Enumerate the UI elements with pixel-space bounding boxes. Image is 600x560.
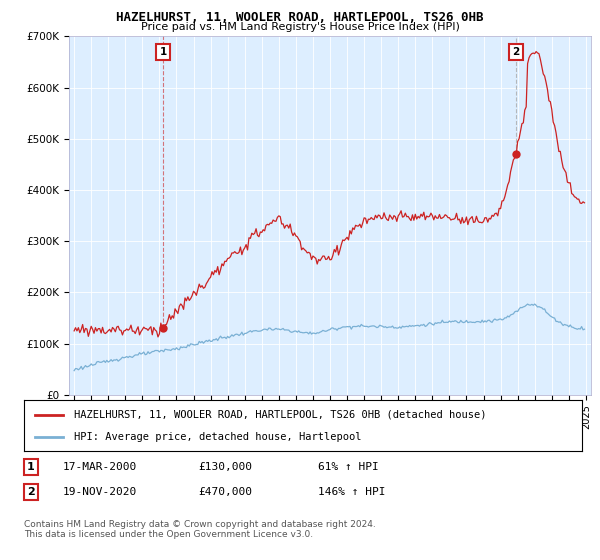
Text: Contains HM Land Registry data © Crown copyright and database right 2024.
This d: Contains HM Land Registry data © Crown c… bbox=[24, 520, 376, 539]
Text: 61% ↑ HPI: 61% ↑ HPI bbox=[318, 462, 379, 472]
Text: 146% ↑ HPI: 146% ↑ HPI bbox=[318, 487, 386, 497]
Text: HAZELHURST, 11, WOOLER ROAD, HARTLEPOOL, TS26 0HB (detached house): HAZELHURST, 11, WOOLER ROAD, HARTLEPOOL,… bbox=[74, 409, 487, 419]
Text: HPI: Average price, detached house, Hartlepool: HPI: Average price, detached house, Hart… bbox=[74, 432, 362, 442]
Text: 2: 2 bbox=[512, 47, 520, 57]
Text: £470,000: £470,000 bbox=[198, 487, 252, 497]
Text: HAZELHURST, 11, WOOLER ROAD, HARTLEPOOL, TS26 0HB: HAZELHURST, 11, WOOLER ROAD, HARTLEPOOL,… bbox=[116, 11, 484, 24]
Text: £130,000: £130,000 bbox=[198, 462, 252, 472]
Text: 19-NOV-2020: 19-NOV-2020 bbox=[63, 487, 137, 497]
Text: 17-MAR-2000: 17-MAR-2000 bbox=[63, 462, 137, 472]
Text: 1: 1 bbox=[160, 47, 167, 57]
Text: Price paid vs. HM Land Registry's House Price Index (HPI): Price paid vs. HM Land Registry's House … bbox=[140, 22, 460, 32]
Text: 1: 1 bbox=[27, 462, 35, 472]
Text: 2: 2 bbox=[27, 487, 35, 497]
